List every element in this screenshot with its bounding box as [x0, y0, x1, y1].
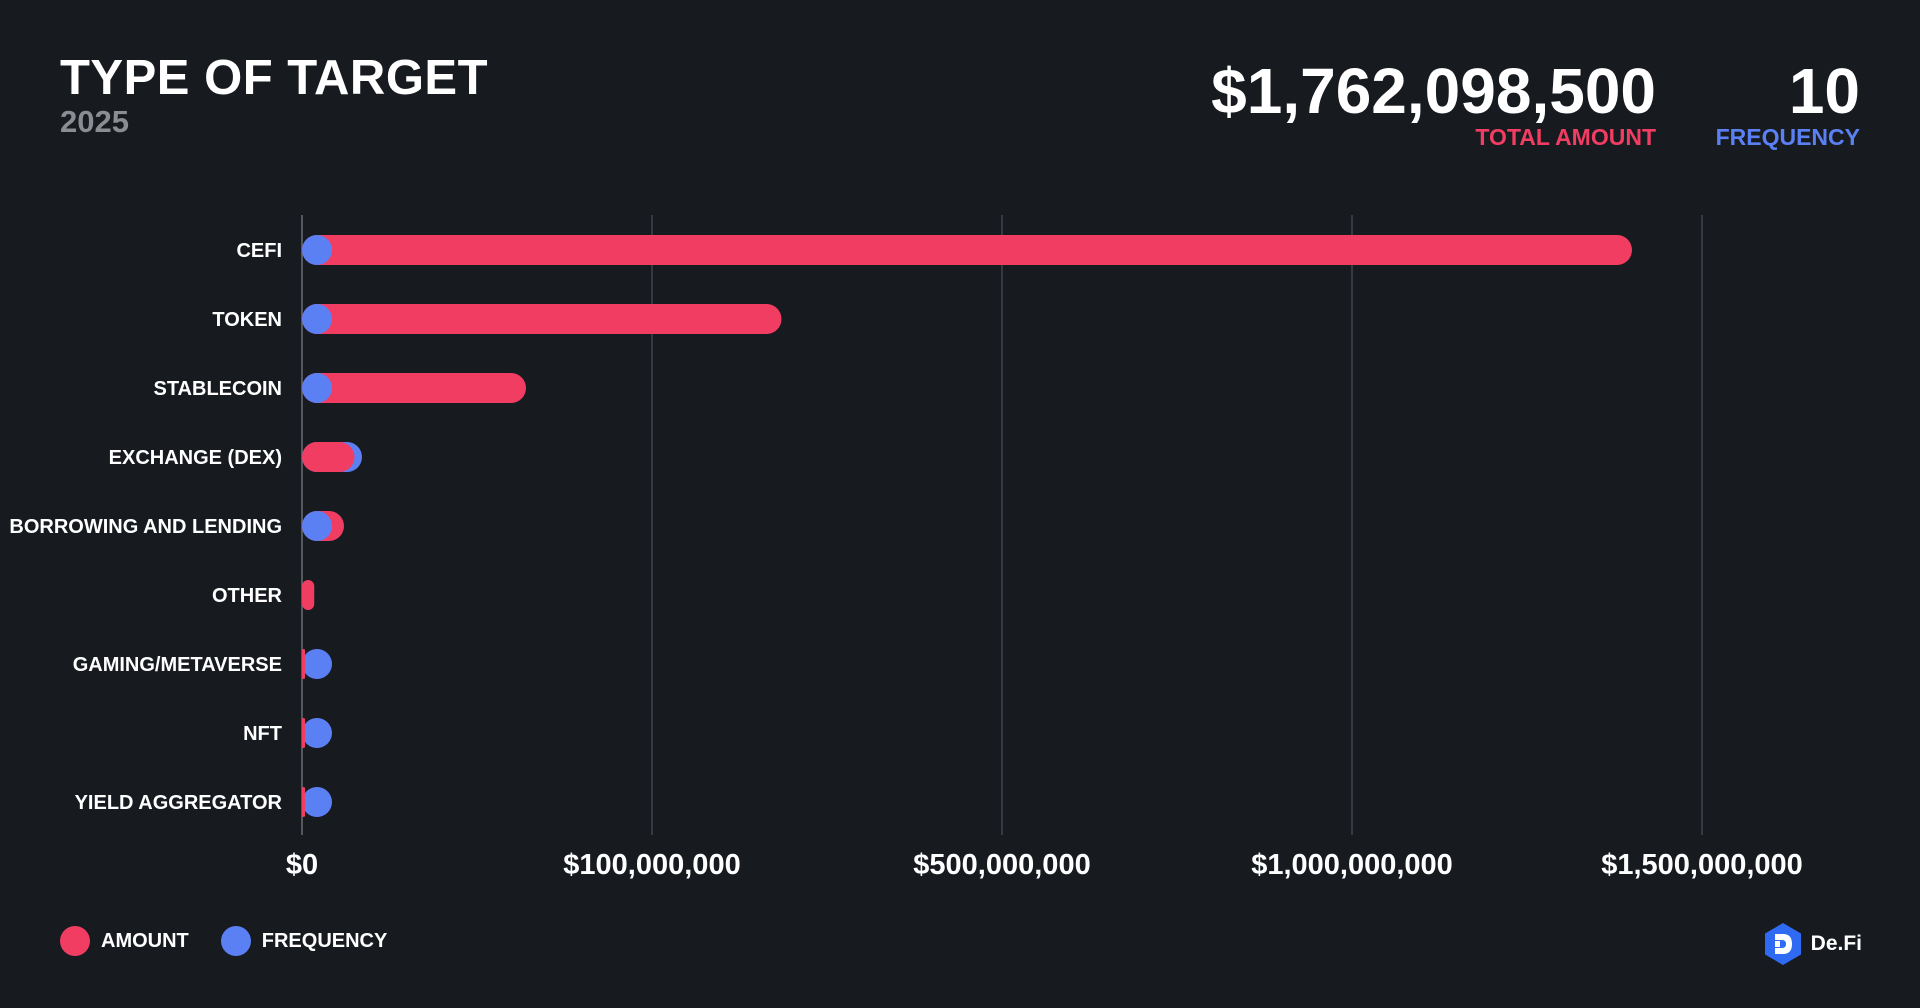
category-label: CEFI: [236, 240, 282, 262]
amount-bar: [302, 304, 782, 334]
legend-swatch-frequency: [220, 926, 251, 956]
amount-bar: [302, 580, 315, 610]
legend-item-amount: AMOUNT: [60, 926, 189, 956]
category-label: NFT: [243, 723, 282, 745]
x-tick-label: $100,000,000: [563, 849, 740, 881]
category-label: TOKEN: [212, 309, 282, 331]
amount-bar: [302, 373, 526, 403]
category-label: GAMING/METAVERSE: [73, 654, 282, 676]
amount-bar: [302, 718, 305, 748]
x-tick-label: $1,500,000,000: [1601, 849, 1803, 881]
total-amount-value: $1,762,098,500: [1211, 55, 1656, 127]
brand-logo: De.Fi: [1763, 922, 1862, 966]
frequency-value: 10: [1788, 55, 1860, 127]
amount-bar: [302, 787, 305, 817]
frequency-bar: [302, 511, 332, 541]
category-label: OTHER: [212, 585, 283, 607]
frequency-bar: [302, 718, 332, 748]
frequency-bar: [302, 304, 332, 334]
x-tick-label: $500,000,000: [913, 849, 1090, 881]
category-label: YIELD AGGREGATOR: [75, 792, 283, 814]
amount-bar: [302, 235, 1632, 265]
amount-bar: [302, 649, 305, 679]
chart-subtitle-year: 2025: [60, 104, 129, 139]
category-label: EXCHANGE (DEX): [109, 447, 282, 469]
x-tick-label: $0: [286, 849, 318, 881]
frequency-label: FREQUENCY: [1715, 124, 1860, 150]
logo-text: De.Fi: [1810, 932, 1862, 955]
chart-legend: AMOUNT FREQUENCY: [60, 926, 419, 956]
legend-label-frequency: FREQUENCY: [261, 929, 388, 952]
chart-title: TYPE OF TARGET: [60, 51, 489, 105]
frequency-bar: [302, 235, 332, 265]
legend-label-amount: AMOUNT: [101, 929, 189, 952]
total-amount-label: TOTAL AMOUNT: [1475, 124, 1656, 150]
amount-bar: [302, 442, 355, 472]
category-label: BORROWING AND LENDING: [9, 516, 282, 538]
category-label: STABLECOIN: [153, 378, 282, 400]
x-tick-label: $1,000,000,000: [1251, 849, 1453, 881]
frequency-bar: [302, 373, 332, 403]
legend-item-frequency: FREQUENCY: [220, 926, 388, 956]
defi-logo-icon: [1764, 923, 1801, 965]
legend-swatch-amount: [60, 926, 90, 956]
frequency-bar: [302, 649, 332, 679]
frequency-bar: [302, 787, 332, 817]
